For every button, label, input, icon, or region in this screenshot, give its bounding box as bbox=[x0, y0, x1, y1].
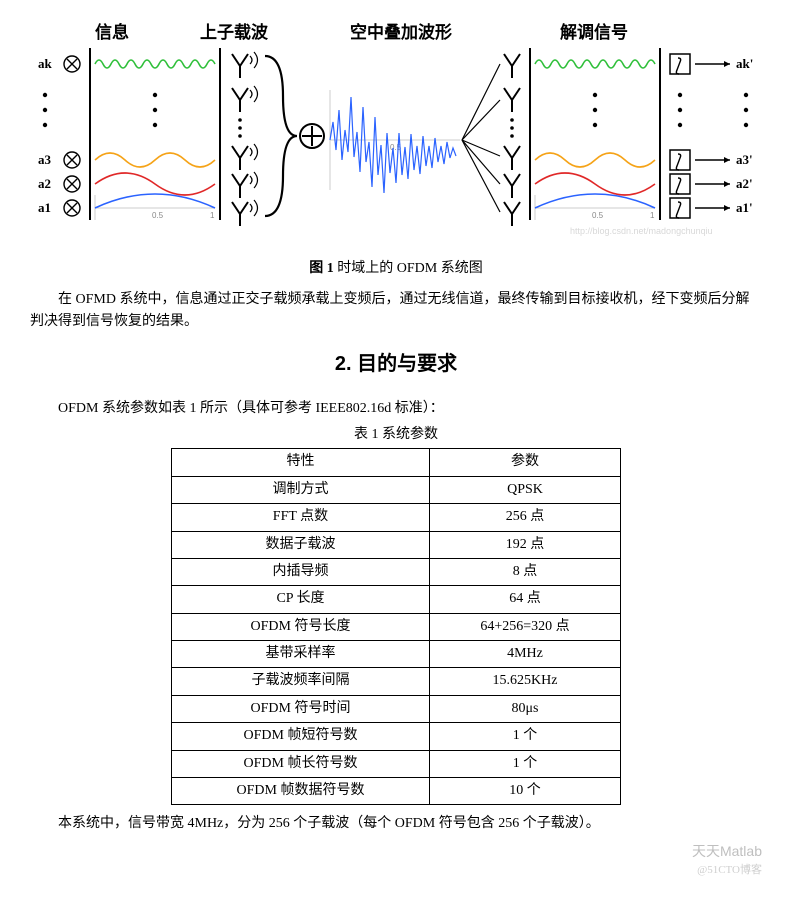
blog-url: http://blog.csdn.net/madongchunqiu bbox=[570, 226, 713, 236]
svg-text:a1': a1' bbox=[736, 200, 753, 215]
params-table: 特性 参数 调制方式QPSK FFT 点数256 点 数据子载波192 点 内插… bbox=[171, 448, 621, 805]
table-row: 基带采样率4MHz bbox=[172, 641, 621, 668]
svg-text:ak: ak bbox=[38, 56, 53, 71]
svg-text:0.5: 0.5 bbox=[152, 211, 164, 220]
table-row: OFDM 符号时间80μs bbox=[172, 695, 621, 722]
table-row: OFDM 帧长符号数1 个 bbox=[172, 750, 621, 777]
hdr-air: 空中叠加波形 bbox=[350, 22, 452, 42]
svg-text:a3: a3 bbox=[38, 152, 52, 167]
para-1: 在 OFMD 系统中，信息通过正交子载频承载上变频后，通过无线信道，最终传输到目… bbox=[30, 289, 762, 334]
svg-text:1: 1 bbox=[650, 211, 655, 220]
table-row: 数据子载波192 点 bbox=[172, 531, 621, 558]
table-header-cell: 参数 bbox=[429, 449, 620, 476]
hdr-sub: 上子载波 bbox=[200, 22, 269, 42]
section-heading: 2. 目的与要求 bbox=[30, 348, 762, 380]
table-row: OFDM 符号长度64+256=320 点 bbox=[172, 613, 621, 640]
table-header-row: 特性 参数 bbox=[172, 449, 621, 476]
svg-text:1: 1 bbox=[210, 211, 215, 220]
integrators: ak' a3' a2' a1' bbox=[670, 54, 753, 218]
svg-text:a1: a1 bbox=[38, 200, 51, 215]
svg-text:ak': ak' bbox=[736, 56, 753, 71]
figure-caption: 图 1 时域上的 OFDM 系统图 bbox=[30, 258, 762, 280]
composite: 0.5 bbox=[330, 90, 460, 193]
table-row: FFT 点数256 点 bbox=[172, 504, 621, 531]
svg-text:0.5: 0.5 bbox=[592, 211, 604, 220]
table-row: 子载波频率间隔15.625KHz bbox=[172, 668, 621, 695]
svg-text:a2': a2' bbox=[736, 176, 753, 191]
table-caption: 表 1 系统参数 bbox=[30, 424, 762, 446]
table-row: 内插导频8 点 bbox=[172, 558, 621, 585]
ofdm-diagram: 信息 上子载波 空中叠加波形 解调信号 ak a3 a2 a1 0.5 bbox=[30, 20, 762, 240]
rx-waves: 0.5 1 bbox=[535, 60, 655, 220]
table-row: 调制方式QPSK bbox=[172, 476, 621, 503]
hdr-info: 信息 bbox=[95, 22, 129, 42]
rx-antennas bbox=[504, 54, 520, 226]
svg-text:a2: a2 bbox=[38, 176, 51, 191]
table-row: OFDM 帧数据符号数10 个 bbox=[172, 778, 621, 805]
hdr-demod: 解调信号 bbox=[560, 22, 628, 42]
table-header-cell: 特性 bbox=[172, 449, 430, 476]
table-row: OFDM 帧短符号数1 个 bbox=[172, 723, 621, 750]
para-2: OFDM 系统参数如表 1 所示（具体可参考 IEEE802.16d 标准）： bbox=[30, 398, 762, 420]
tx-labels: ak a3 a2 a1 bbox=[38, 56, 80, 216]
para-3: 本系统中，信号带宽 4MHz，分为 256 个子载波（每个 OFDM 符号包含 … bbox=[30, 813, 762, 835]
svg-text:a3': a3' bbox=[736, 152, 753, 167]
antennas bbox=[232, 52, 258, 226]
tx-waves: 0.5 1 bbox=[95, 60, 215, 220]
table-row: CP 长度64 点 bbox=[172, 586, 621, 613]
